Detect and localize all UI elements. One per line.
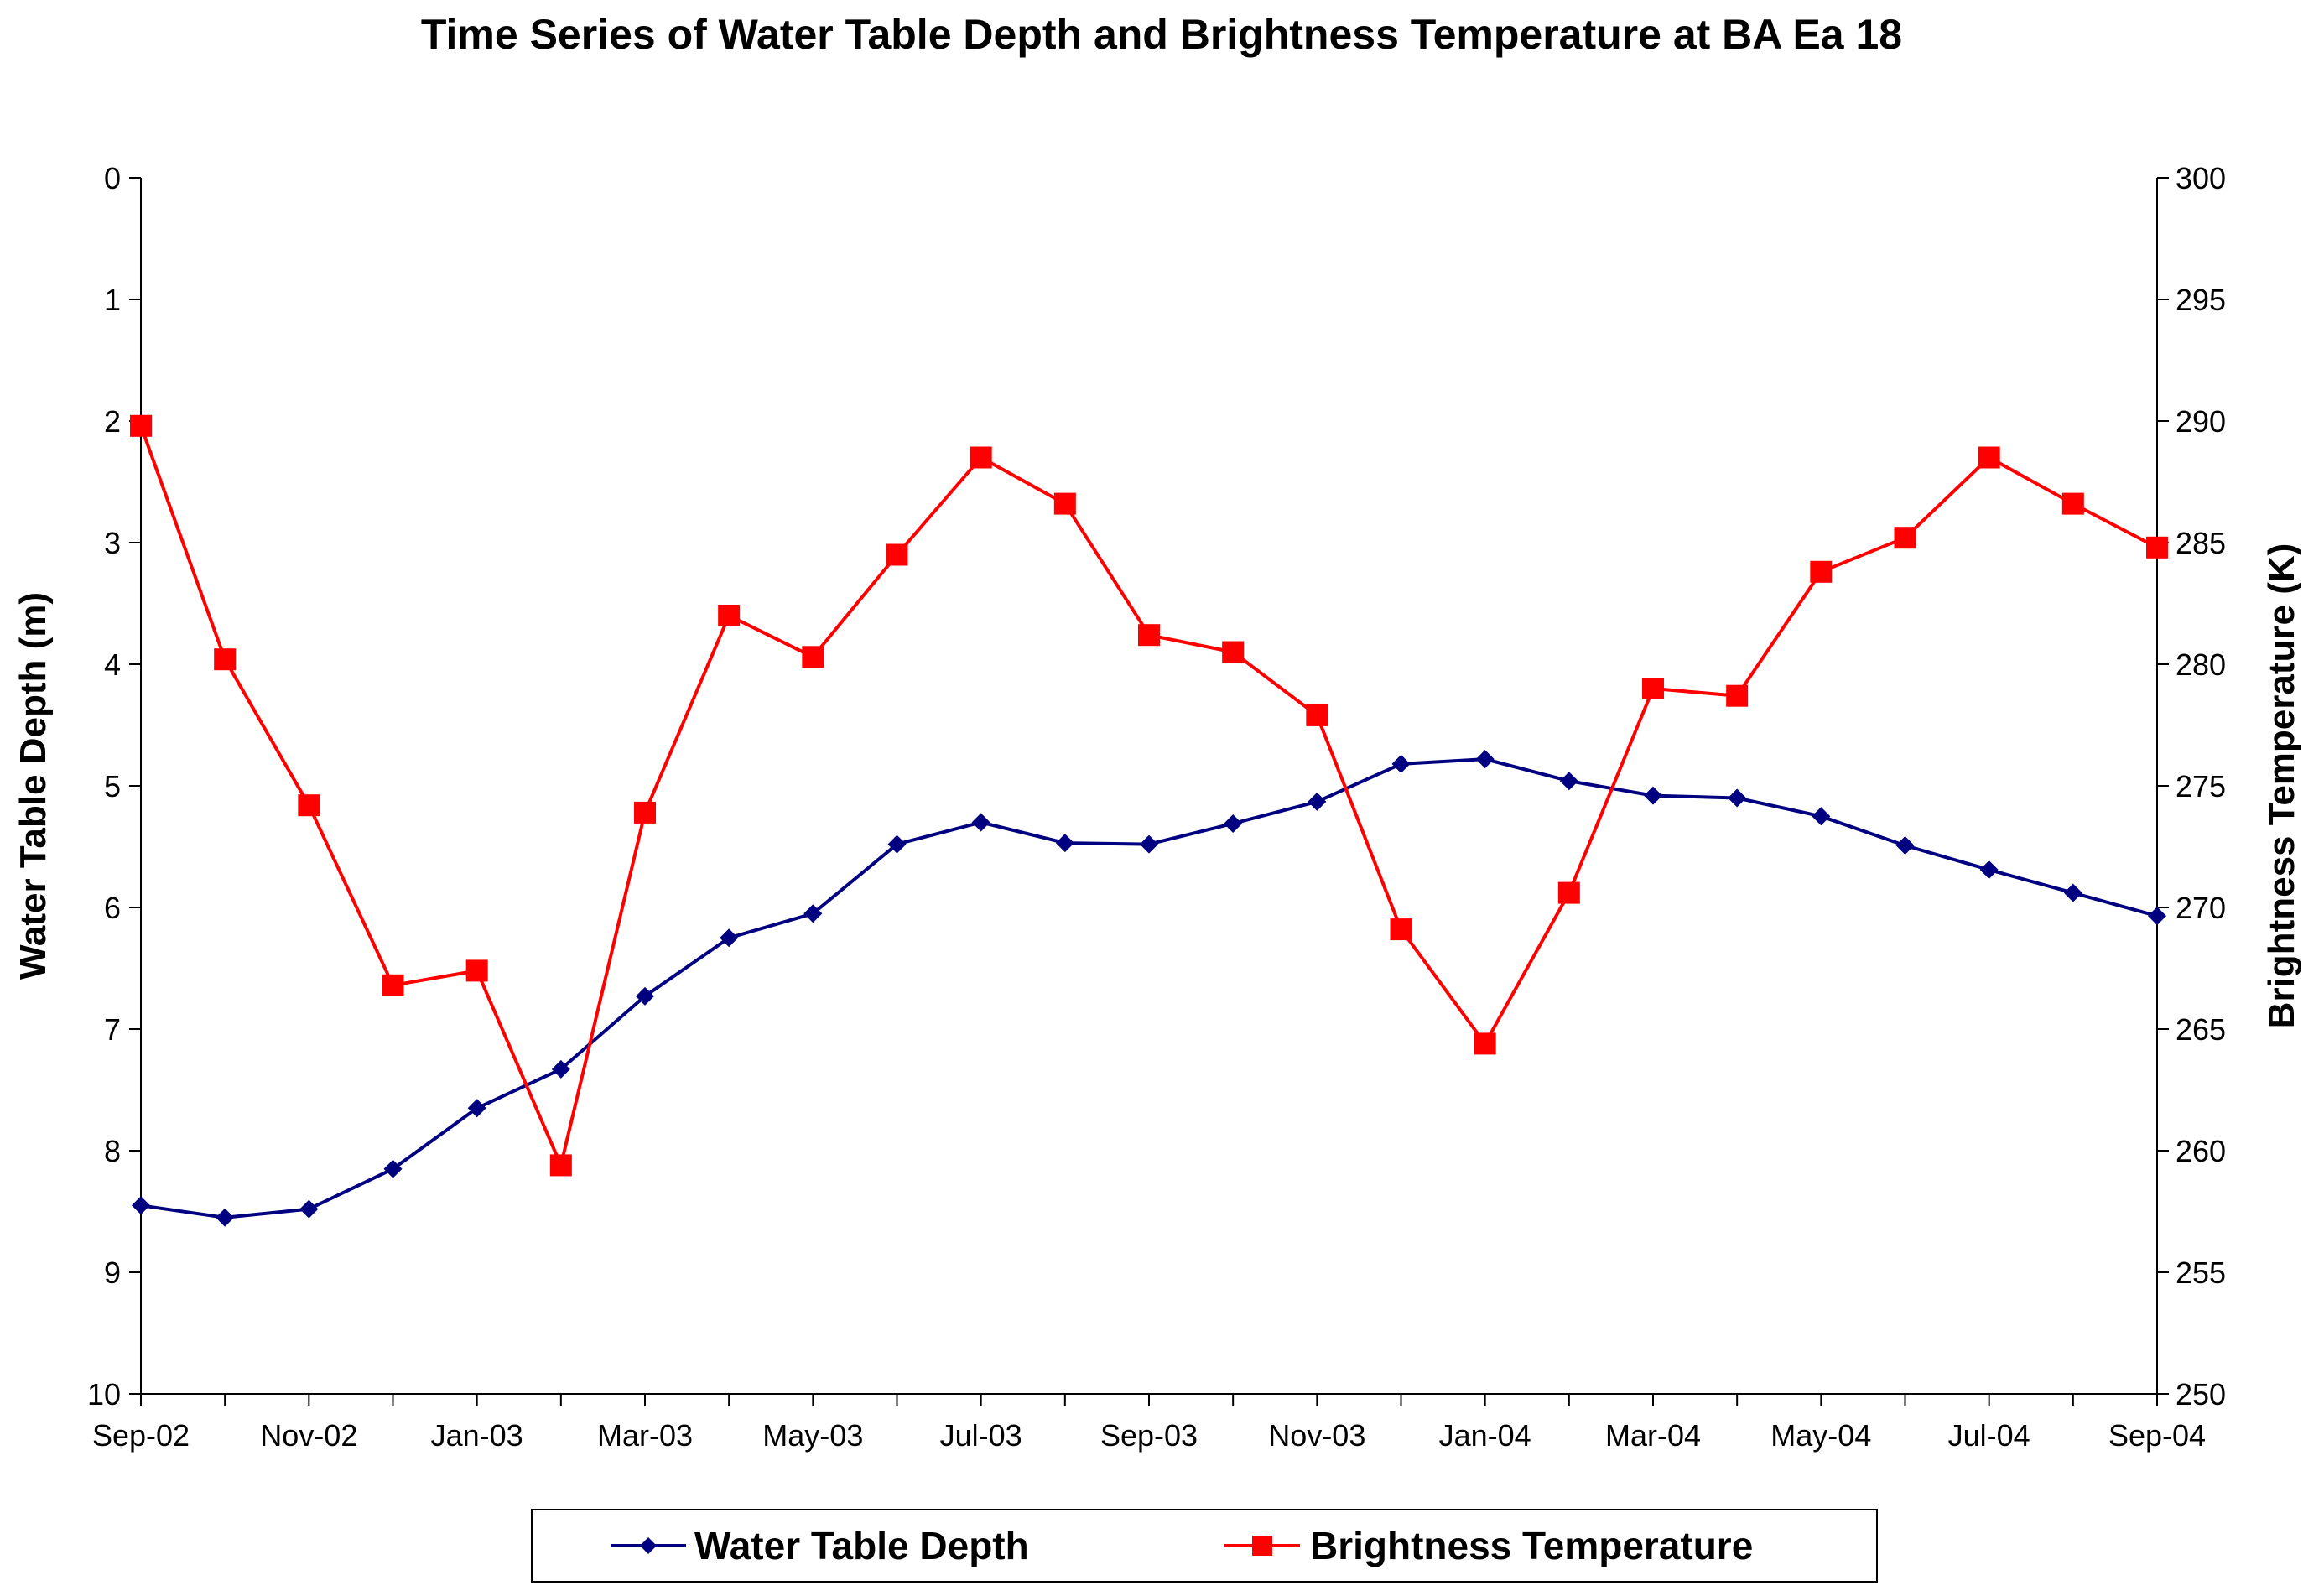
y-left-tick-label: 5	[104, 769, 121, 803]
point-water-table-depth	[636, 986, 654, 1006]
legend-label-water-table-depth: Water Table Depth	[694, 1524, 1029, 1567]
point-water-table-depth	[467, 1099, 486, 1118]
point-water-table-depth	[2063, 883, 2082, 902]
x-tick-label: Mar-03	[597, 1418, 693, 1453]
legend-marker-water-table-depth	[640, 1537, 657, 1554]
y-left-tick-label: 0	[104, 161, 121, 195]
y-right-tick-label: 265	[2176, 1012, 2226, 1047]
point-water-table-depth	[1475, 750, 1495, 769]
x-tick-label: Sep-02	[92, 1418, 190, 1453]
y-right-tick-label: 295	[2176, 283, 2226, 317]
point-brightness-temperature	[382, 974, 404, 996]
point-brightness-temperature	[970, 446, 992, 469]
y-right-tick-label: 280	[2176, 647, 2226, 682]
y-right-tick-label: 290	[2176, 404, 2226, 439]
x-tick-label: May-03	[762, 1418, 863, 1453]
x-tick-label: Mar-04	[1605, 1418, 1701, 1453]
y-right-tick-label: 255	[2176, 1255, 2226, 1290]
x-tick-label: Jan-03	[431, 1418, 523, 1453]
legend-box	[531, 1509, 1878, 1583]
chart-title: Time Series of Water Table Depth and Bri…	[421, 11, 1902, 58]
y-left-tick-label: 9	[104, 1255, 121, 1290]
y-right-tick-label: 285	[2176, 526, 2226, 560]
y-left-tick-label: 6	[104, 891, 121, 925]
point-brightness-temperature	[549, 1154, 572, 1177]
point-brightness-temperature	[1474, 1032, 1496, 1055]
point-water-table-depth	[2148, 907, 2166, 926]
x-tick-label: Jul-04	[1948, 1418, 2030, 1453]
legend-label-brightness-temperature: Brightness Temperature	[1310, 1524, 1753, 1567]
legend: Water Table Depth Brightness Temperature	[531, 1509, 1878, 1583]
point-water-table-depth	[803, 904, 823, 923]
y-left-tick-label: 4	[104, 647, 121, 682]
point-brightness-temperature	[1138, 624, 1160, 647]
point-water-table-depth	[720, 928, 739, 948]
point-brightness-temperature	[130, 414, 152, 437]
point-water-table-depth	[132, 1196, 150, 1215]
point-brightness-temperature	[1810, 560, 1833, 583]
y-right-tick-label: 260	[2176, 1134, 2226, 1168]
point-water-table-depth	[216, 1208, 235, 1227]
point-water-table-depth	[1895, 836, 1915, 855]
point-water-table-depth	[383, 1159, 403, 1178]
y-right-tick-label: 275	[2176, 769, 2226, 803]
point-water-table-depth	[1140, 834, 1158, 854]
point-brightness-temperature	[1557, 881, 1580, 904]
point-brightness-temperature	[1053, 492, 1076, 515]
point-water-table-depth	[1559, 772, 1578, 791]
y-left-tick-label: 2	[104, 404, 121, 439]
point-brightness-temperature	[465, 959, 488, 982]
x-tick-label: Sep-03	[1100, 1418, 1198, 1453]
series-line-water-table-depth	[140, 757, 2158, 1219]
legend-marker-brightness-temperature	[1252, 1536, 1272, 1556]
point-water-table-depth	[971, 813, 990, 832]
point-water-table-depth	[1644, 786, 1662, 805]
point-brightness-temperature	[298, 794, 320, 817]
point-brightness-temperature	[1390, 918, 1412, 941]
point-brightness-temperature	[1726, 684, 1749, 707]
y-left-tick-label: 1	[104, 283, 121, 317]
point-brightness-temperature	[1978, 446, 2000, 469]
point-water-table-depth	[1728, 788, 1747, 808]
point-brightness-temperature	[1894, 527, 1916, 549]
x-tick-label: Nov-02	[260, 1418, 357, 1453]
point-brightness-temperature	[634, 801, 656, 824]
y-right-axis-title: Brightness Temperature (K)	[2261, 543, 2302, 1029]
point-brightness-temperature	[2146, 536, 2168, 559]
point-water-table-depth	[1055, 834, 1074, 853]
point-brightness-temperature	[802, 646, 824, 668]
series-line-brightness-temperature	[139, 425, 2158, 1167]
axes: 0 1 2 3 4 5 6 7 8 9 10 300 295 290 285 280 275 270 265 260 2…	[13, 161, 2302, 1453]
point-water-table-depth	[551, 1059, 570, 1079]
point-water-table-depth	[1979, 860, 1999, 880]
point-water-table-depth	[1812, 807, 1831, 826]
y-right-tick-label: 270	[2176, 891, 2226, 925]
y-right-tick-label: 250	[2176, 1377, 2226, 1411]
point-brightness-temperature	[214, 648, 237, 671]
chart-marks	[130, 414, 2168, 1227]
point-brightness-temperature	[1642, 678, 1664, 699]
point-water-table-depth	[1224, 814, 1243, 833]
x-tick-label: Jan-04	[1439, 1418, 1531, 1453]
y-left-axis-title: Water Table Depth (m)	[13, 592, 54, 980]
y-left-tick-label: 7	[104, 1012, 121, 1047]
x-tick-label: May-04	[1770, 1418, 1871, 1453]
point-water-table-depth	[1391, 754, 1411, 773]
y-left-tick-label: 3	[104, 526, 121, 560]
point-brightness-temperature	[1222, 641, 1245, 663]
point-water-table-depth	[1308, 792, 1327, 811]
point-brightness-temperature	[2061, 492, 2084, 515]
point-brightness-temperature	[718, 605, 741, 626]
y-left-tick-label: 8	[104, 1134, 121, 1168]
y-left-tick-label: 10	[87, 1377, 121, 1411]
x-tick-label: Nov-03	[1268, 1418, 1365, 1453]
point-water-table-depth	[887, 834, 907, 854]
x-tick-label: Sep-04	[2108, 1418, 2206, 1453]
y-right-tick-label: 300	[2176, 161, 2226, 195]
point-brightness-temperature	[886, 543, 908, 566]
point-brightness-temperature	[1306, 704, 1328, 726]
x-tick-label: Jul-03	[940, 1418, 1022, 1453]
point-water-table-depth	[299, 1199, 319, 1219]
